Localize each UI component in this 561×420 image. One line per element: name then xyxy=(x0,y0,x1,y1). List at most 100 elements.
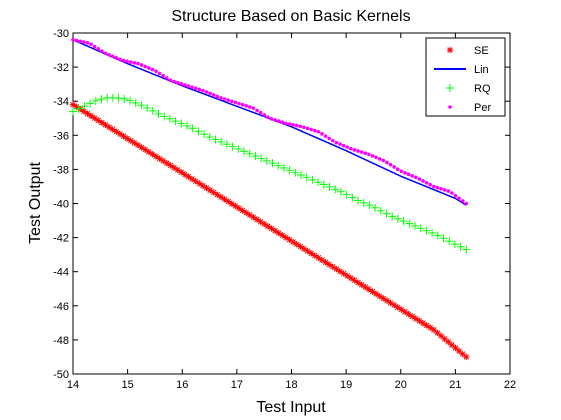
data-point xyxy=(264,223,272,230)
data-point xyxy=(322,259,329,266)
data-point xyxy=(428,182,433,187)
data-point xyxy=(160,112,169,121)
data-point xyxy=(91,96,100,105)
data-point xyxy=(120,94,129,103)
x-tick-label: 19 xyxy=(340,379,352,391)
legend-label: Per xyxy=(474,102,491,114)
data-point xyxy=(406,172,411,177)
data-point xyxy=(279,232,286,239)
data-point xyxy=(248,105,252,109)
data-point xyxy=(422,226,431,235)
data-point xyxy=(240,102,245,107)
legend-swatch xyxy=(448,105,452,109)
data-point xyxy=(150,67,155,72)
data-point xyxy=(206,187,214,194)
data-point xyxy=(282,234,290,241)
data-point xyxy=(185,173,192,180)
data-point xyxy=(383,297,391,304)
data-point xyxy=(228,142,237,151)
data-point xyxy=(434,329,441,337)
legend: SE Lin RQ Per xyxy=(425,37,506,117)
data-point xyxy=(320,132,324,136)
data-point xyxy=(91,114,98,122)
data-point xyxy=(250,214,257,221)
x-tick-label: 20 xyxy=(395,379,407,391)
data-point xyxy=(141,146,149,153)
data-point xyxy=(417,177,422,181)
data-point xyxy=(136,61,140,66)
data-point xyxy=(232,202,239,210)
data-point xyxy=(297,171,305,180)
data-point xyxy=(273,118,277,122)
data-point xyxy=(419,319,427,327)
data-point xyxy=(160,157,167,165)
data-point xyxy=(145,148,152,156)
y-tick-label: -38 xyxy=(53,164,69,176)
data-point xyxy=(345,145,350,149)
data-point xyxy=(154,109,163,118)
data-point xyxy=(399,217,408,226)
data-point xyxy=(408,313,416,320)
data-point xyxy=(210,189,217,196)
data-point xyxy=(376,206,385,215)
data-point xyxy=(435,185,440,190)
data-point xyxy=(330,138,335,143)
y-tick-label: -32 xyxy=(53,62,69,74)
data-point xyxy=(103,51,108,56)
data-point xyxy=(131,139,138,147)
data-point xyxy=(394,304,401,311)
data-point xyxy=(387,299,394,307)
data-point xyxy=(307,250,315,257)
data-point xyxy=(274,161,283,170)
legend-swatch xyxy=(446,84,454,92)
data-point xyxy=(377,157,382,161)
data-point xyxy=(279,163,288,172)
data-point xyxy=(258,110,263,115)
data-point xyxy=(139,63,144,67)
data-point xyxy=(226,98,230,102)
data-point xyxy=(214,191,221,198)
data-point xyxy=(120,132,127,140)
series-per xyxy=(71,38,469,206)
y-tick-label: -30 xyxy=(53,28,69,40)
data-point xyxy=(71,38,75,42)
data-point xyxy=(224,198,232,205)
data-point xyxy=(365,286,373,293)
data-point xyxy=(95,117,102,124)
data-point xyxy=(304,247,311,255)
data-point xyxy=(372,290,380,298)
data-point xyxy=(403,171,407,175)
data-point xyxy=(199,182,207,189)
data-point xyxy=(98,119,106,126)
data-point xyxy=(161,73,166,78)
data-point xyxy=(242,209,250,216)
data-point xyxy=(286,236,293,243)
data-point xyxy=(105,123,113,131)
data-point xyxy=(462,245,471,254)
data-point xyxy=(113,128,120,135)
data-point xyxy=(131,98,140,107)
data-point xyxy=(154,69,158,73)
data-point xyxy=(177,119,186,128)
data-point xyxy=(156,155,163,162)
data-point xyxy=(342,190,351,199)
data-point xyxy=(211,135,220,144)
legend-swatch xyxy=(446,46,454,54)
data-point xyxy=(331,185,340,194)
data-point xyxy=(240,147,248,156)
data-point xyxy=(222,97,227,101)
data-point xyxy=(107,53,111,57)
data-point xyxy=(325,261,333,268)
data-point xyxy=(82,40,86,44)
data-point xyxy=(356,149,360,153)
data-point xyxy=(193,86,198,91)
data-point xyxy=(222,140,231,149)
data-point xyxy=(143,103,152,112)
data-point xyxy=(170,164,178,171)
data-point xyxy=(126,96,134,105)
data-point xyxy=(197,87,202,92)
x-tick-label: 16 xyxy=(176,379,188,391)
data-point xyxy=(239,207,246,214)
series-se xyxy=(69,101,470,361)
data-point xyxy=(439,186,443,191)
